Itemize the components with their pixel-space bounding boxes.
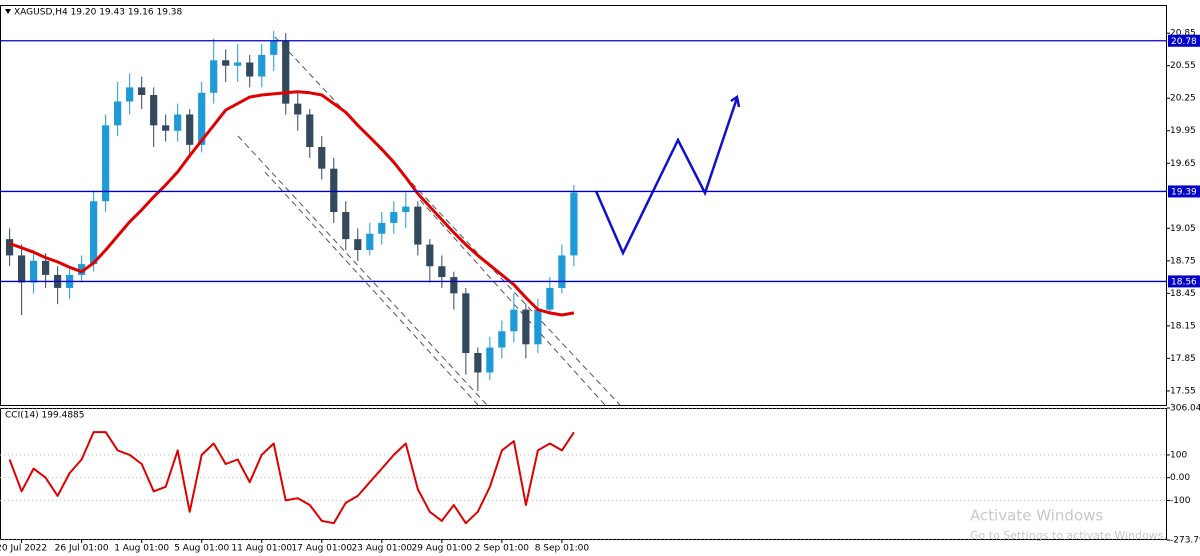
candle-body — [78, 264, 86, 275]
x-tick-label: 29 Aug 01:00 — [411, 544, 472, 554]
candle-body — [534, 309, 542, 345]
candle-body — [510, 309, 518, 332]
candle-body — [210, 60, 218, 93]
candle-body — [126, 87, 134, 102]
x-tick-label: 23 Aug 01:00 — [351, 544, 412, 554]
candle-body — [462, 293, 470, 353]
candle-body — [90, 201, 98, 265]
candle-body — [18, 255, 26, 283]
chart-title: XAGUSD,H4 19.20 19.43 19.16 19.38 — [14, 8, 183, 18]
menu-arrow — [5, 9, 11, 14]
x-tick-label: 17 Aug 01:00 — [291, 544, 352, 554]
channel-line — [264, 171, 479, 406]
y-tick-label: 19.95 — [1170, 126, 1196, 136]
candle-body — [258, 54, 266, 77]
candle-body — [198, 92, 206, 145]
candle-body — [342, 212, 350, 240]
y-tick-label: 18.75 — [1170, 256, 1196, 266]
candle-body — [174, 114, 182, 131]
x-tick-label: 20 Jul 2022 — [0, 544, 47, 554]
y-tick-label: 17.85 — [1170, 354, 1196, 364]
level-tag — [1168, 275, 1200, 288]
level-tag — [1168, 34, 1200, 47]
x-tick-label: 8 Sep 01:00 — [535, 544, 590, 554]
level-label: 18.56 — [1171, 277, 1197, 287]
watermark-text: Go to Settings to activate Windows. — [970, 529, 1167, 542]
x-tick-label: 1 Aug 01:00 — [114, 544, 169, 554]
y-tick-label: 18.15 — [1170, 321, 1196, 331]
candle-body — [546, 287, 554, 310]
x-tick-label: 26 Jul 01:00 — [55, 544, 109, 554]
y-tick-label: 19.65 — [1170, 159, 1196, 169]
candle-body — [186, 114, 194, 145]
projection — [594, 97, 739, 256]
candle-body — [6, 239, 14, 256]
candle-body — [426, 244, 434, 267]
level-tag — [1168, 185, 1200, 198]
candle-body — [486, 347, 494, 373]
candle-body — [390, 212, 398, 223]
candle-body — [522, 309, 530, 345]
watermark-title: Activate Windows — [970, 507, 1103, 525]
candle-body — [438, 266, 446, 278]
y-tick-label: -100 — [1170, 496, 1191, 506]
main-frame — [0, 5, 1167, 406]
candle-body — [366, 233, 374, 250]
x-tick-label: 2 Sep 01:00 — [475, 544, 530, 554]
candle-body — [330, 168, 338, 213]
y-tick-label: 20.55 — [1170, 61, 1196, 71]
level-label: 19.39 — [1171, 187, 1197, 197]
candle-body — [306, 114, 314, 148]
level-label: 20.78 — [1171, 37, 1197, 47]
candle-body — [570, 192, 578, 256]
candle-body — [246, 62, 254, 77]
projection-arrow — [730, 94, 741, 108]
y-tick-label: 306.049 — [1170, 404, 1200, 414]
cci-frame — [0, 408, 1167, 540]
candle-body — [558, 255, 566, 288]
cci-title: CCI(14) 199.4885 — [5, 411, 85, 421]
candle-body — [222, 60, 230, 66]
candle-body — [414, 206, 422, 245]
y-tick-label: 20.25 — [1170, 94, 1196, 104]
y-tick-label: 20.85 — [1170, 29, 1196, 39]
channel-line — [274, 36, 621, 406]
line — [9, 90, 575, 317]
candle-body — [294, 103, 302, 115]
y-tick-label: 18.45 — [1170, 289, 1196, 299]
line — [8, 431, 575, 525]
candle-body — [378, 222, 386, 234]
candle-body — [318, 147, 326, 169]
x-tick-label: 5 Aug 01:00 — [174, 544, 229, 554]
candle-body — [282, 40, 290, 104]
candle-body — [402, 206, 410, 213]
candle-body — [354, 239, 362, 250]
channel-line — [419, 199, 606, 406]
candle-body — [138, 87, 146, 95]
channel — [237, 36, 621, 406]
candle-body — [30, 260, 38, 283]
candle-body — [114, 101, 122, 126]
x-tick-label: 11 Aug 01:00 — [231, 544, 292, 554]
candle-body — [450, 277, 458, 294]
candle-body — [270, 40, 278, 55]
candle-body — [474, 352, 482, 373]
candle-body — [234, 62, 242, 66]
channel-line — [237, 135, 488, 406]
candle-body — [42, 260, 50, 275]
candle-body — [498, 331, 506, 348]
candle-body — [102, 125, 110, 202]
y-tick-label: 19.05 — [1170, 224, 1196, 234]
candle-body — [162, 125, 170, 131]
y-tick-label: 0.00 — [1170, 473, 1190, 483]
y-tick-label: -273.790 — [1170, 536, 1200, 546]
y-tick-label: 100 — [1170, 450, 1187, 460]
candle-body — [150, 94, 158, 126]
y-tick-label: 17.55 — [1170, 386, 1196, 396]
